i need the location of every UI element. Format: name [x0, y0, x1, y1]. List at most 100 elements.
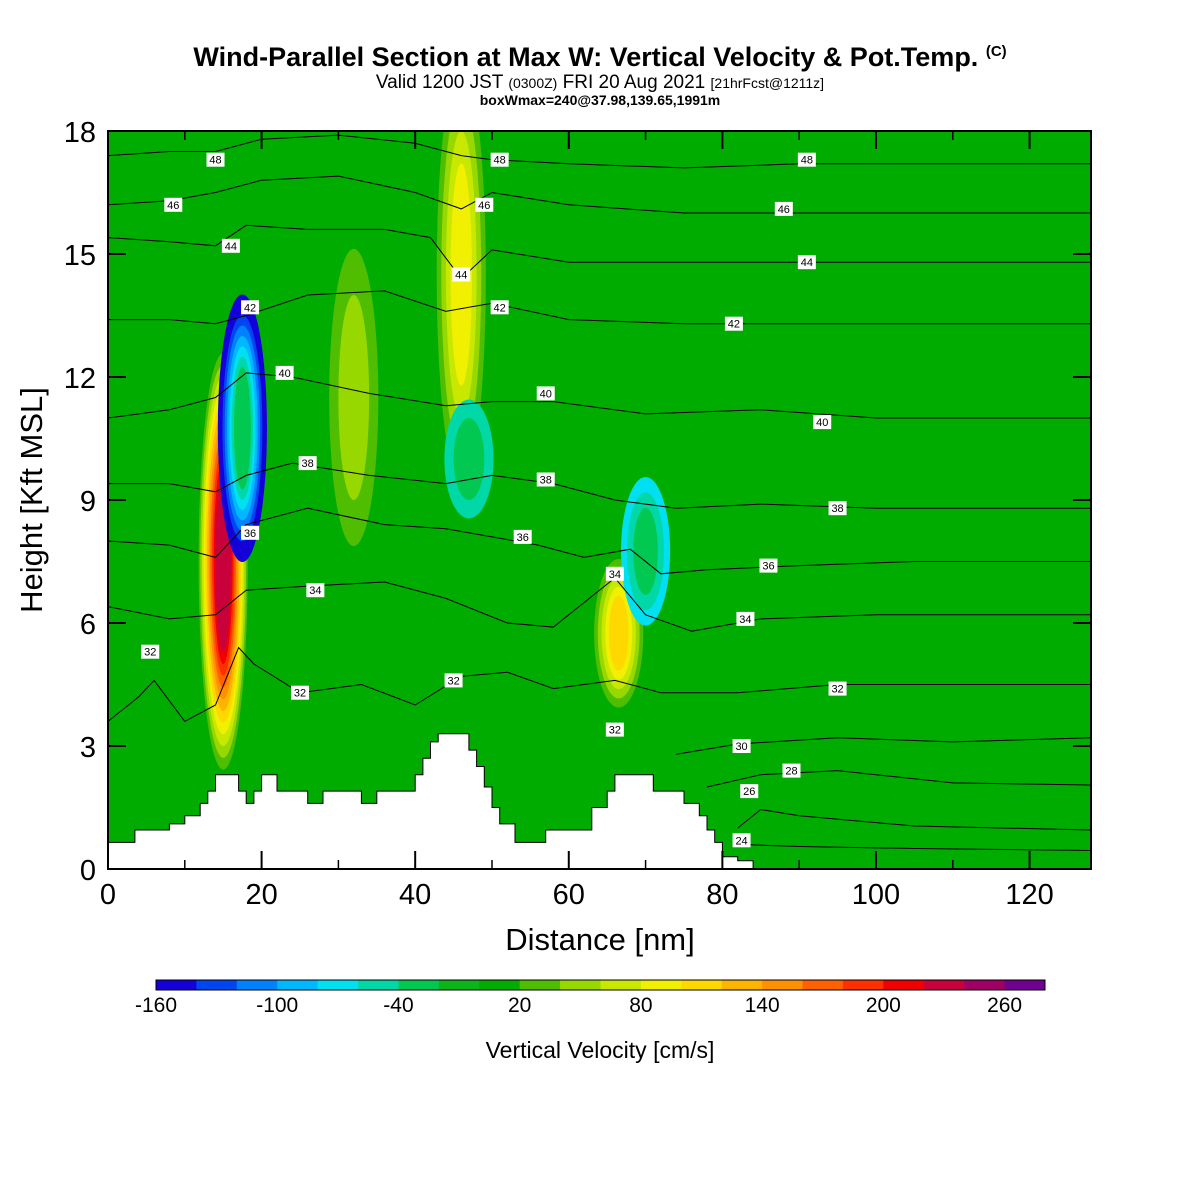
- velocity-band: [453, 418, 485, 500]
- contour-label-box: [298, 456, 317, 471]
- contour-label-text: 36: [244, 528, 256, 540]
- theta-contour-42: [108, 290, 1091, 325]
- contour-label: 34: [736, 611, 755, 626]
- colorbar-swatch: [640, 980, 682, 990]
- y-tick-label: 0: [80, 855, 96, 887]
- contour-label-text: 38: [540, 475, 552, 487]
- colorbar-tick-label: 140: [745, 994, 780, 1017]
- colorbar-swatch: [842, 980, 884, 990]
- chart-valid-time: Valid 1200 JST (0300Z) FRI 20 Aug 2021 […: [0, 72, 1200, 94]
- contour-label: 48: [490, 152, 509, 167]
- contour-label-text: 34: [739, 614, 751, 626]
- colorbar-tick-label: 20: [508, 994, 531, 1017]
- colorbar-swatch: [438, 980, 480, 990]
- theta-contour-38: [108, 462, 1091, 509]
- theta-contour-34: [108, 577, 1091, 632]
- chart-title: Wind-Parallel Section at Max W: Vertical…: [0, 42, 1200, 73]
- contour-label-box: [306, 583, 325, 598]
- contour-label-box: [828, 501, 847, 516]
- contour-label-box: [605, 566, 624, 581]
- contour-label: 36: [759, 558, 778, 573]
- x-tick-label: 40: [399, 879, 431, 911]
- contour-label-text: 38: [302, 458, 314, 470]
- contour-label-text: 48: [801, 155, 813, 167]
- contour-label-text: 34: [309, 585, 321, 597]
- x-tick-label: 60: [553, 879, 585, 911]
- colorbar-swatch: [964, 980, 1006, 990]
- contour-label-text: 40: [279, 368, 291, 380]
- colorbar-swatch: [883, 980, 925, 990]
- contour-label: 30: [732, 739, 751, 753]
- contour-label-box: [221, 238, 240, 253]
- colorbar-label: Vertical Velocity [cm/s]: [486, 1037, 715, 1063]
- theta-contour-32: [108, 646, 1091, 723]
- contour-label-box: [736, 611, 755, 626]
- contour-label: 32: [141, 644, 160, 659]
- contour-label: 42: [241, 300, 260, 315]
- colorbar-swatch: [560, 980, 601, 990]
- contour-label-box: [444, 673, 463, 688]
- contour-label: 44: [452, 267, 471, 282]
- contour-label: 36: [241, 525, 260, 540]
- contour-label: 46: [774, 201, 793, 216]
- theta-contour-48: [108, 134, 1091, 169]
- theta-contour-24: [737, 843, 1091, 851]
- contour-label: 38: [828, 501, 847, 516]
- copyright-mark: (C): [985, 43, 1007, 60]
- contour-label-box: [797, 152, 816, 167]
- theta-contour-46: [108, 175, 1091, 214]
- contour-label: 32: [605, 722, 624, 737]
- colorbar-swatch: [358, 980, 399, 990]
- colorbar-swatch: [236, 980, 278, 990]
- colorbar-swatch: [317, 980, 359, 990]
- contour-label: 46: [164, 197, 183, 212]
- contour-label-box: [536, 472, 555, 487]
- colorbar-swatch: [681, 980, 723, 990]
- theta-contour-labels: 48 46 44 42 40 38 36 34 32 32 48 46 44 42 40 38 36 34 32 32…: [141, 152, 847, 848]
- contour-label-text: 44: [801, 257, 813, 269]
- contour-label-text: 42: [244, 302, 256, 314]
- x-tick-label: 100: [852, 879, 900, 911]
- contour-label-text: 40: [540, 388, 552, 400]
- velocity-band: [633, 507, 658, 595]
- contour-label: 48: [797, 152, 816, 167]
- colorbar-tick-label: -40: [383, 994, 413, 1017]
- contour-label-box: [490, 152, 509, 167]
- valid-time-local: Valid 1200 JST: [375, 72, 504, 93]
- colorbar-swatch: [600, 980, 642, 990]
- contour-label-text: 32: [831, 684, 843, 696]
- colorbar-swatch: [196, 980, 238, 990]
- contour-label-box: [782, 763, 801, 778]
- contour-label-box: [241, 300, 260, 315]
- contour-label-text: 30: [735, 741, 747, 753]
- contour-label: 24: [732, 833, 751, 848]
- theta-contour-40: [108, 372, 1091, 419]
- colorbar-swatch: [156, 980, 197, 990]
- contour-label-text: 40: [816, 417, 828, 429]
- contour-label-text: 46: [167, 200, 179, 212]
- colorbar-tick-label: -100: [256, 994, 298, 1017]
- theta-contour-44: [108, 224, 1091, 280]
- field-background: [108, 131, 1091, 869]
- contour-label: 44: [221, 238, 240, 253]
- contour-label: 48: [206, 152, 225, 167]
- valid-time-utc: (0300Z): [508, 75, 558, 91]
- x-tick-label: 0: [100, 879, 116, 911]
- contour-label-box: [774, 201, 793, 216]
- contour-label: 32: [828, 681, 847, 696]
- y-tick-label: 18: [64, 117, 96, 149]
- contour-label: 40: [813, 415, 832, 430]
- forecast-info: [21hrFcst@1211z]: [710, 75, 825, 91]
- contour-label-box: [724, 316, 743, 331]
- x-tick-label: 80: [706, 879, 738, 911]
- colorbar-swatch: [923, 980, 965, 990]
- colorbar-swatch: [277, 980, 319, 990]
- contour-label-text: 24: [735, 835, 747, 847]
- contour-label: 32: [290, 685, 309, 700]
- contour-label-box: [759, 558, 778, 573]
- contour-label-box: [605, 722, 624, 737]
- contour-label: 38: [536, 472, 555, 487]
- y-tick-label: 15: [64, 240, 96, 272]
- contour-label-box: [475, 197, 494, 212]
- contour-label-text: 32: [609, 725, 621, 737]
